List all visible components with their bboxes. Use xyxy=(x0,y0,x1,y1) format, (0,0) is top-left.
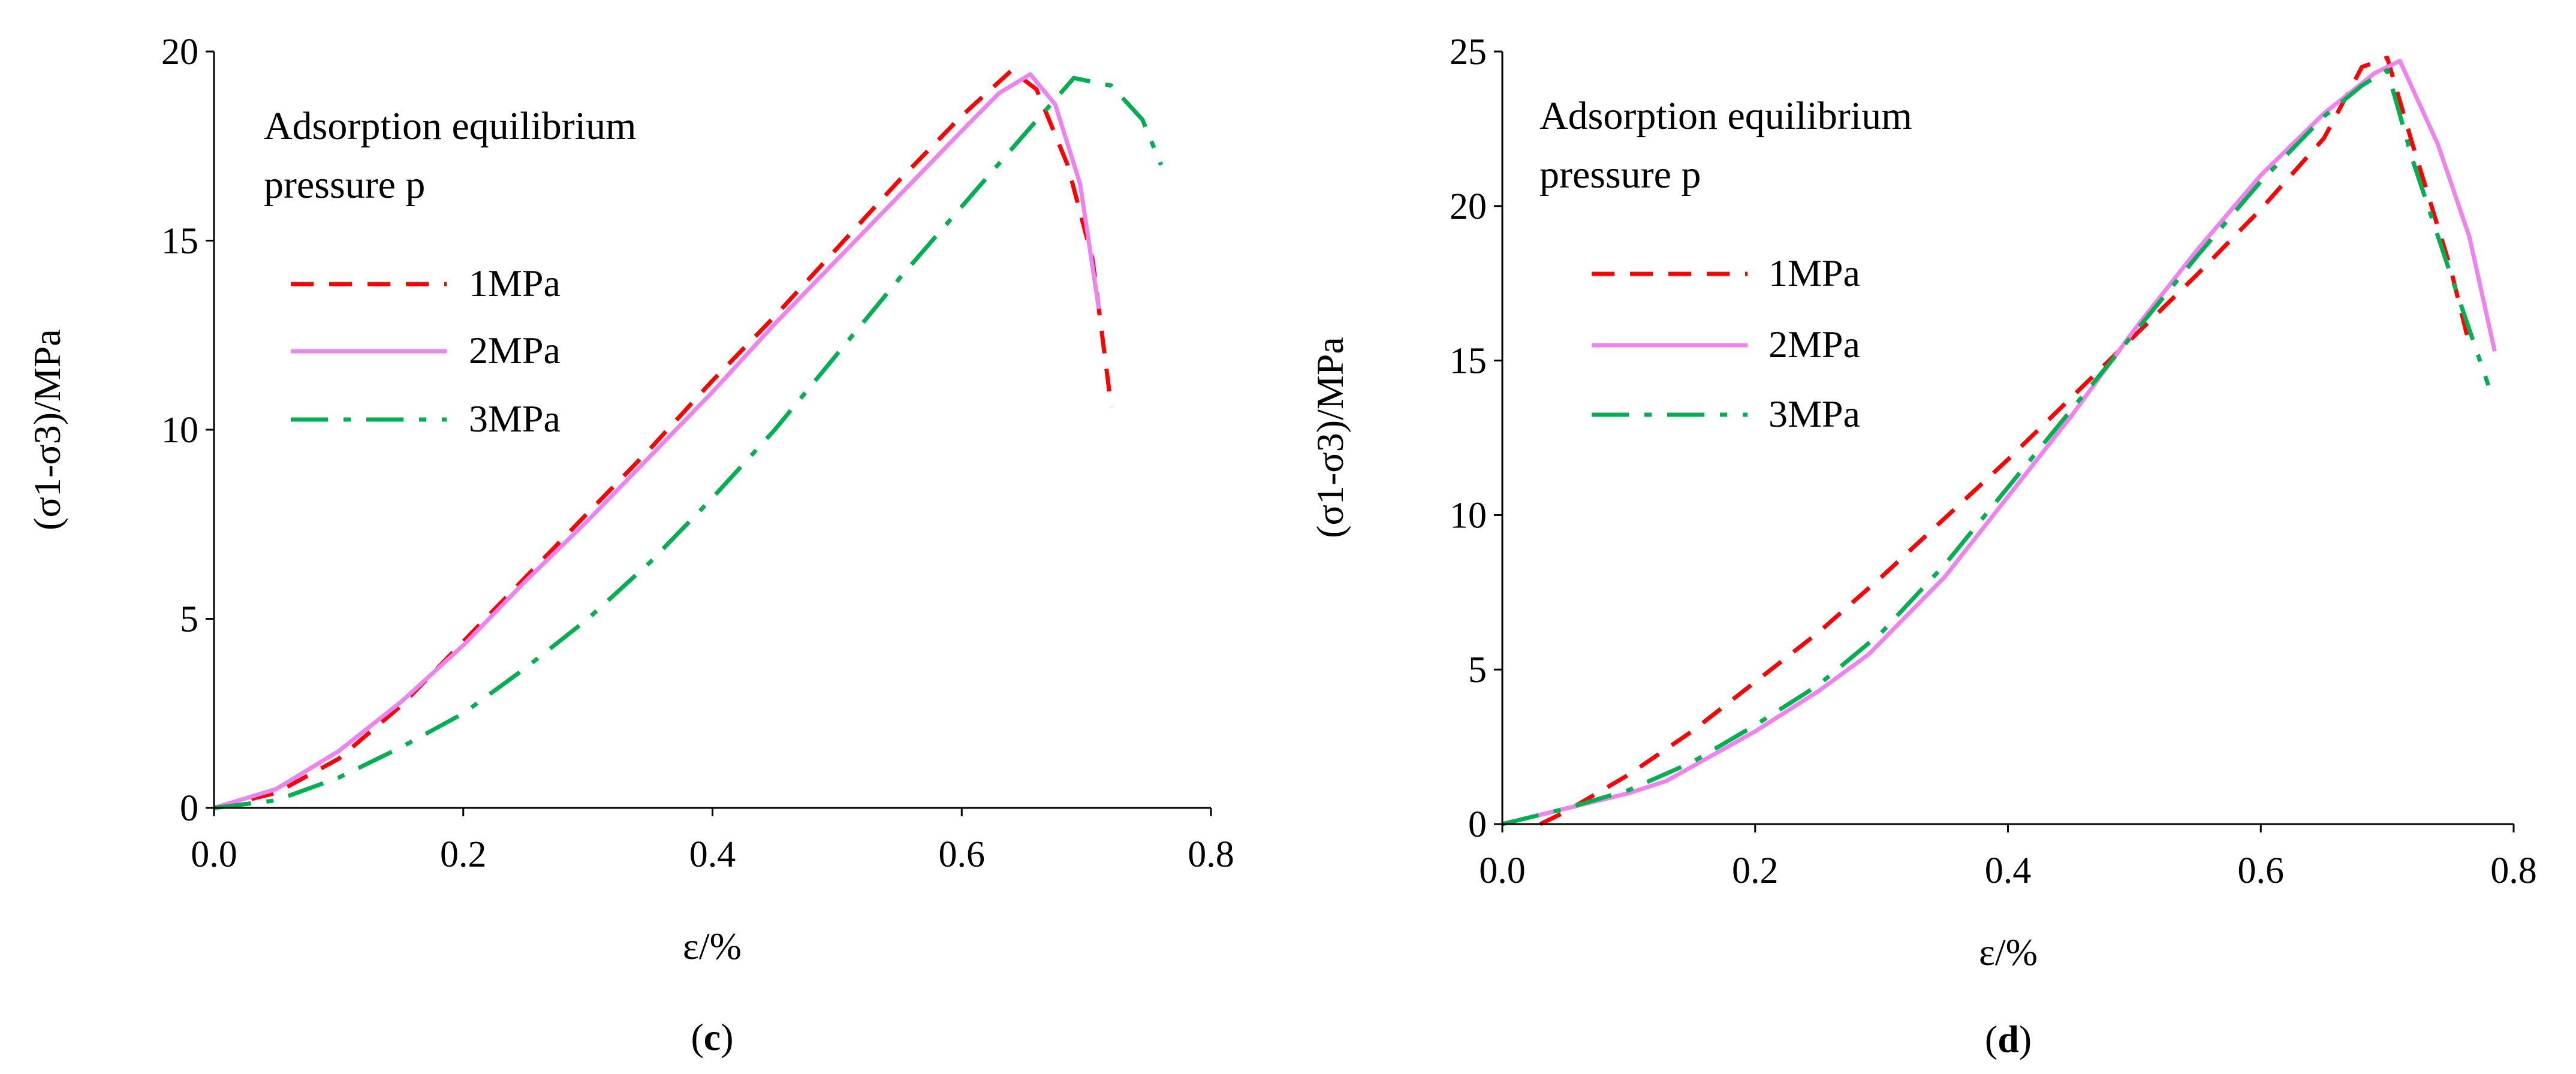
panel-c-legend-label-3mpa: 3MPa xyxy=(469,397,561,440)
panel-c-legend-label-2mpa: 2MPa xyxy=(469,329,561,372)
panel-c-y-tick-label: 10 xyxy=(161,410,198,451)
panel-d-x-tick-label: 0.0 xyxy=(1479,850,1526,891)
panel-d-y-tick-label: 10 xyxy=(1450,495,1487,536)
panel-c-x-tick-label: 0.0 xyxy=(191,834,237,875)
panel-c-caption: (c) xyxy=(691,1016,733,1058)
panel-d-y-tick-label: 25 xyxy=(1450,32,1487,73)
panel-c-x-tick-label: 0.2 xyxy=(440,834,487,875)
panel-d-series-3mpa xyxy=(1502,68,2491,826)
panel-c-legend-title-line2: pressure p xyxy=(264,163,425,207)
panel-d-series-1mpa xyxy=(1539,55,2472,826)
panel-d-y-tick-label: 15 xyxy=(1450,341,1487,382)
panel-c-y-tick-label: 15 xyxy=(161,221,198,262)
panel-d-series-2mpa xyxy=(1502,59,2497,826)
panel-d-x-tick-label: 0.4 xyxy=(1985,850,2032,891)
panel-c-y-axis-label: (σ1-σ3)/MPa xyxy=(26,329,68,530)
panel-c-ticks: 0.0 0.2 0.4 0.6 0.8 0 5 10 15 20 xyxy=(161,32,1234,875)
panel-d-legend-label-2mpa: 2MPa xyxy=(1768,323,1860,366)
panel-d-legend-label-1mpa: 1MPa xyxy=(1768,252,1860,294)
panel-c-series-3mpa xyxy=(213,76,1164,810)
panel-d-legend-label-3mpa: 3MPa xyxy=(1768,393,1860,435)
panel-c-x-axis-label: ε/% xyxy=(683,925,742,967)
panel-c-series-2mpa xyxy=(213,72,1101,810)
panel-d-x-axis-label: ε/% xyxy=(1979,931,2038,973)
panel-c-y-tick-label: 5 xyxy=(180,599,198,640)
panel-c-x-tick-label: 0.8 xyxy=(1188,834,1234,875)
panel-c-series-1mpa xyxy=(213,68,1114,810)
panel-d-y-tick-label: 5 xyxy=(1468,650,1487,690)
panel-c-legend-label-1mpa: 1MPa xyxy=(469,262,561,304)
panel-d-y-axis-label: (σ1-σ3)/MPa xyxy=(1309,337,1351,538)
panel-c-x-tick-label: 0.6 xyxy=(939,834,986,875)
panel-d-y-tick-label: 0 xyxy=(1468,804,1487,845)
panel-d-series xyxy=(1502,55,2497,826)
panel-c-y-tick-label: 0 xyxy=(180,788,198,829)
panel-d-ticks: 0.0 0.2 0.4 0.6 0.8 0 5 10 15 20 25 xyxy=(1450,32,2537,891)
panel-d-x-tick-label: 0.2 xyxy=(1732,850,1779,891)
panel-d-x-tick-label: 0.8 xyxy=(2490,850,2537,891)
panel-d-legend-title-line1: Adsorption equilibrium xyxy=(1539,94,1912,138)
panel-d-caption: (d) xyxy=(1985,1018,2032,1060)
panel-c-series xyxy=(213,68,1164,810)
panel-c-y-tick-label: 20 xyxy=(161,32,198,73)
panel-d-x-tick-label: 0.6 xyxy=(2238,850,2285,891)
panel-d-legend-title-line2: pressure p xyxy=(1539,153,1701,197)
panel-c: 0.0 0.2 0.4 0.6 0.8 0 5 10 15 20 Adsorption equil… xyxy=(26,32,1234,1058)
panel-c-legend-title-line1: Adsorption equilibrium xyxy=(264,104,636,148)
panel-d-y-tick-label: 20 xyxy=(1450,186,1487,227)
panel-c-x-tick-label: 0.4 xyxy=(689,834,736,875)
panel-d: 0.0 0.2 0.4 0.6 0.8 0 5 10 15 20 25 Adsorption equ… xyxy=(1309,32,2537,1060)
